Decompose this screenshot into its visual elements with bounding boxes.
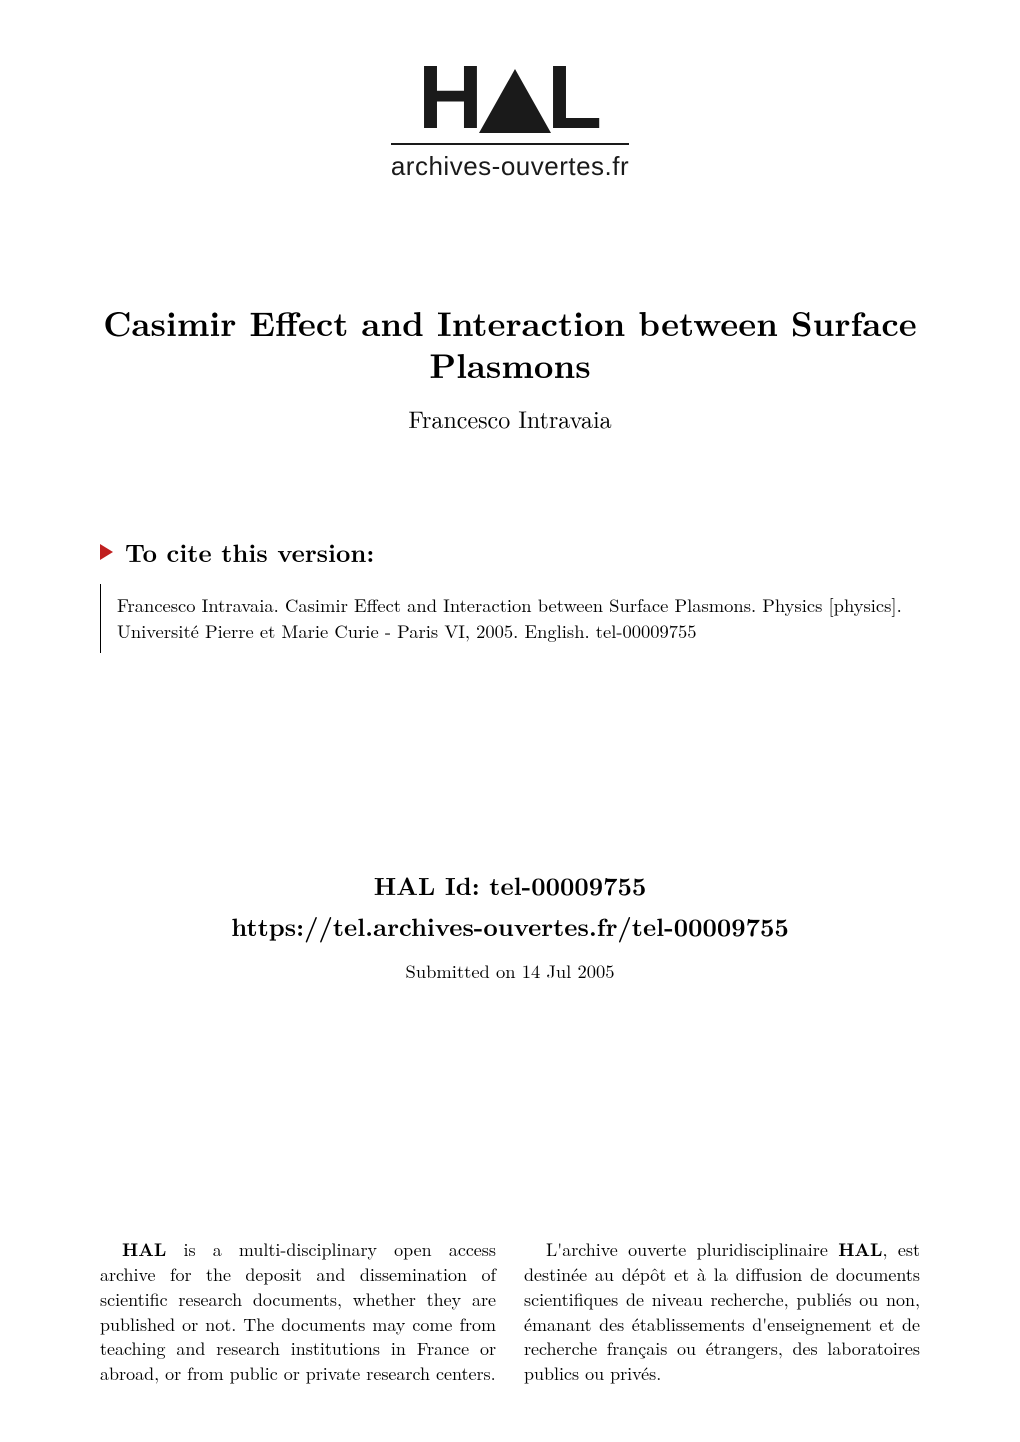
hal-logo-l: L [547,60,602,137]
cite-header: To cite this version: [100,535,920,570]
bottom-col-left: HAL is a multi-disciplinary open access … [100,1238,496,1387]
bottom-right-bold: HAL [838,1237,882,1262]
hal-logo-triangle-icon [479,69,551,133]
hal-logo-h: H [418,60,483,137]
title-line-2: Plasmons [429,340,590,389]
bottom-col-right: L'archive ouverte pluridisciplinaire HAL… [524,1238,920,1387]
title-block: Casimir Effect and Interaction between S… [100,302,920,435]
submitted-date: Submitted on 14 Jul 2005 [100,958,920,984]
bottom-left-bold: HAL [122,1237,166,1262]
cite-marker-icon [100,544,113,560]
bottom-right-pre: L'archive ouverte pluridisciplinaire [546,1237,838,1262]
hal-id-block: HAL Id: tel-00009755 https://tel.archive… [100,868,920,984]
hal-logo: H L archives-ouvertes.fr [391,60,629,182]
hal-logo-subtitle: archives-ouvertes.fr [391,143,629,182]
hal-logo-block: H L archives-ouvertes.fr [100,60,920,182]
hal-id: HAL Id: tel-00009755 [100,868,920,903]
citation-text: Francesco Intravaia. Casimir Effect and … [100,584,920,654]
hal-logo-top: H L [391,60,629,137]
hal-url: https://tel.archives-ouvertes.fr/tel-000… [100,909,920,944]
author-name: Francesco Intravaia [100,401,920,435]
bottom-columns: HAL is a multi-disciplinary open access … [100,1238,920,1387]
cite-header-text: To cite this version: [125,535,374,570]
page-root: H L archives-ouvertes.fr Casimir Effect … [0,0,1020,1442]
paper-title: Casimir Effect and Interaction between S… [100,302,920,387]
cite-block: To cite this version: Francesco Intravai… [100,535,920,654]
